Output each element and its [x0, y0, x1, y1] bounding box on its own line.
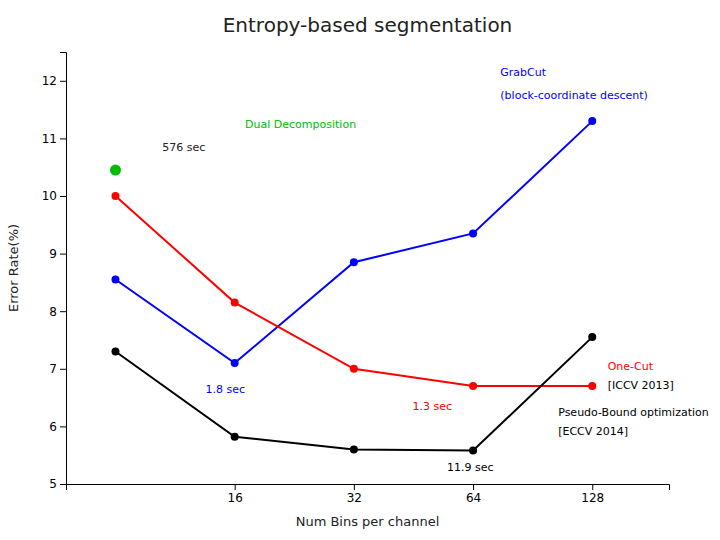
data-point — [111, 276, 119, 284]
data-point — [588, 382, 596, 390]
data-point — [588, 333, 596, 341]
y-tick: 12 — [42, 74, 66, 88]
y-tick: 5 — [49, 477, 66, 491]
y-tick-label: 10 — [42, 189, 57, 203]
y-tick-label: 6 — [49, 420, 57, 434]
data-point — [110, 165, 121, 176]
annotation: GrabCut — [500, 66, 546, 79]
series — [111, 192, 596, 390]
x-tick-label: 16 — [228, 491, 243, 505]
series-line — [115, 196, 592, 386]
series — [111, 117, 596, 367]
data-point — [111, 192, 119, 200]
y-tick-mark — [60, 138, 66, 139]
series-line — [115, 337, 592, 450]
y-tick-mark — [60, 426, 66, 427]
y-tick-label: 9 — [49, 247, 57, 261]
x-axis: 16 32 64 128 — [67, 484, 670, 505]
annotation: (block-coordinate descent) — [500, 89, 648, 102]
marks — [110, 117, 596, 454]
y-tick: 8 — [49, 305, 66, 319]
data-point — [111, 348, 119, 356]
annotation: 1.8 sec — [205, 383, 245, 396]
annotation: [ICCV 2013] — [608, 379, 674, 392]
x-axis-title: Num Bins per channel — [296, 514, 440, 529]
data-point — [469, 382, 477, 390]
y-tick: 9 — [49, 247, 66, 261]
x-tick: 128 — [581, 484, 604, 505]
y-tick-mark — [60, 81, 66, 82]
data-point — [231, 433, 239, 441]
x-tick-label: 64 — [466, 491, 481, 505]
y-tick-label: 5 — [49, 477, 57, 491]
y-axis-line — [60, 53, 67, 485]
data-point — [350, 365, 358, 373]
series-line — [115, 121, 592, 363]
x-tick-mark — [235, 484, 236, 490]
y-tick-mark — [60, 369, 66, 370]
title: Entropy-based segmentation — [223, 13, 513, 37]
y-tick-mark — [60, 311, 66, 312]
annotation: Pseudo-Bound optimization — [558, 406, 709, 419]
x-tick: 64 — [466, 484, 481, 505]
data-point — [469, 447, 477, 455]
y-tick: 11 — [42, 132, 66, 146]
x-tick: 16 — [228, 484, 243, 505]
data-point — [350, 445, 358, 453]
x-tick: 32 — [347, 484, 362, 505]
y-tick-label: 11 — [42, 132, 57, 146]
x-tick-mark — [473, 484, 474, 490]
y-tick: 6 — [49, 420, 66, 434]
annotation: 11.9 sec — [447, 461, 494, 474]
annotation: [ECCV 2014] — [558, 425, 628, 438]
y-tick-label: 7 — [49, 362, 57, 376]
x-tick-mark — [354, 484, 355, 490]
y-axis: 5 6 7 8 9 10 11 12 — [42, 53, 67, 492]
y-tick-label: 8 — [49, 305, 57, 319]
x-tick-label: 128 — [581, 491, 604, 505]
chart: 16 32 64 128 5 6 7 8 9 10 11 12 GrabCut (block-coordi… — [0, 0, 720, 540]
y-axis-title: Error Rate(%) — [6, 224, 21, 312]
y-tick: 7 — [49, 362, 66, 376]
data-point — [469, 229, 477, 237]
y-tick-mark — [60, 484, 66, 485]
y-tick-label: 12 — [42, 74, 57, 88]
x-tick-label: 32 — [347, 491, 362, 505]
plot: 16 32 64 128 5 6 7 8 9 10 11 12 GrabCut (block-coordi… — [42, 53, 709, 505]
annotations: GrabCut (block-coordinate descent) Dual De… — [162, 66, 709, 474]
x-tick-mark — [592, 484, 593, 490]
y-tick: 10 — [42, 189, 66, 203]
data-point — [588, 117, 596, 125]
y-tick-mark — [60, 196, 66, 197]
annotation: 1.3 sec — [412, 400, 452, 413]
annotation: Dual Decomposition — [245, 118, 356, 131]
series — [111, 333, 596, 454]
annotation: One-Cut — [608, 360, 654, 373]
data-point — [231, 359, 239, 367]
data-point — [350, 258, 358, 266]
annotation: 576 sec — [162, 141, 205, 154]
series — [110, 165, 121, 176]
x-axis-line — [67, 485, 670, 491]
y-tick-mark — [60, 254, 66, 255]
data-point — [231, 299, 239, 307]
